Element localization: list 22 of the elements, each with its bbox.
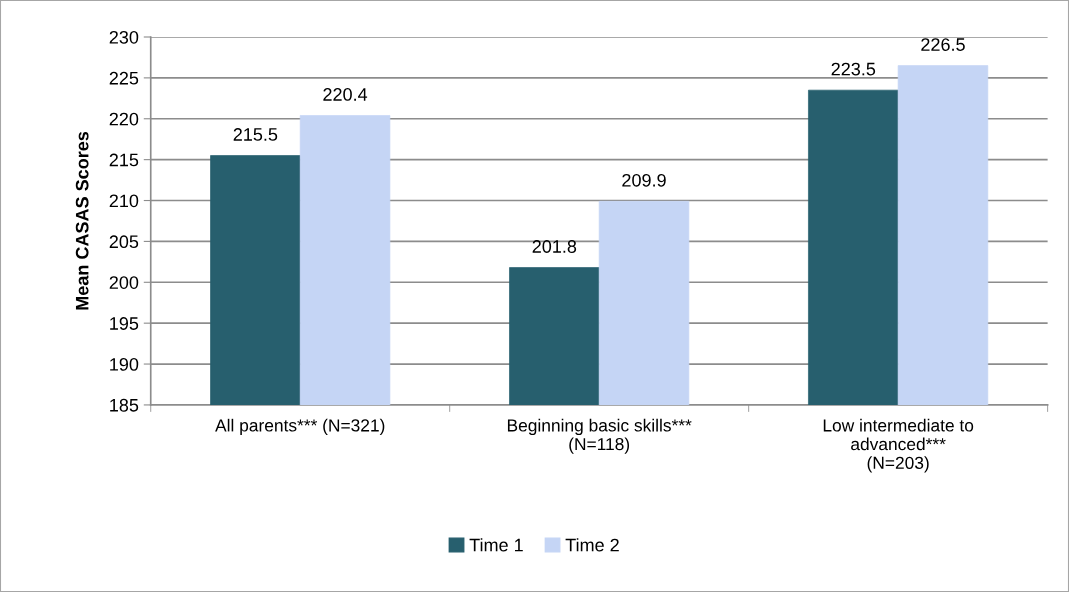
data-label: 223.5: [831, 62, 876, 76]
data-label: 209.9: [622, 173, 666, 187]
y-tick-label: 220: [109, 112, 139, 126]
data-label: 215.5: [233, 128, 278, 141]
x-tick-label: Low intermediate to advanced*** (N=203): [823, 418, 974, 473]
y-tick-label: 230: [109, 30, 139, 44]
x-tick-label: All parents*** (N=321): [215, 418, 385, 435]
y-tick-label: 190: [110, 357, 139, 371]
legend-label: Time 2: [565, 538, 619, 552]
y-tick-label: 185: [110, 398, 139, 412]
y-tick-label: 200: [109, 276, 139, 290]
data-label: 201.8: [532, 240, 577, 253]
y-tick-label: 215: [109, 153, 139, 167]
y-tick-label: 210: [109, 194, 139, 208]
y-axis-title: Mean CASAS Scores: [75, 131, 89, 310]
y-tick-label: 195: [110, 317, 139, 330]
y-tick-label: 225: [109, 71, 139, 85]
data-label: 220.4: [323, 88, 368, 101]
y-tick-label: 205: [109, 235, 139, 249]
legend-label: Time 1: [469, 538, 523, 552]
data-label: 226.5: [921, 38, 965, 51]
x-tick-label: Beginning basic skills*** (N=118): [507, 418, 692, 454]
